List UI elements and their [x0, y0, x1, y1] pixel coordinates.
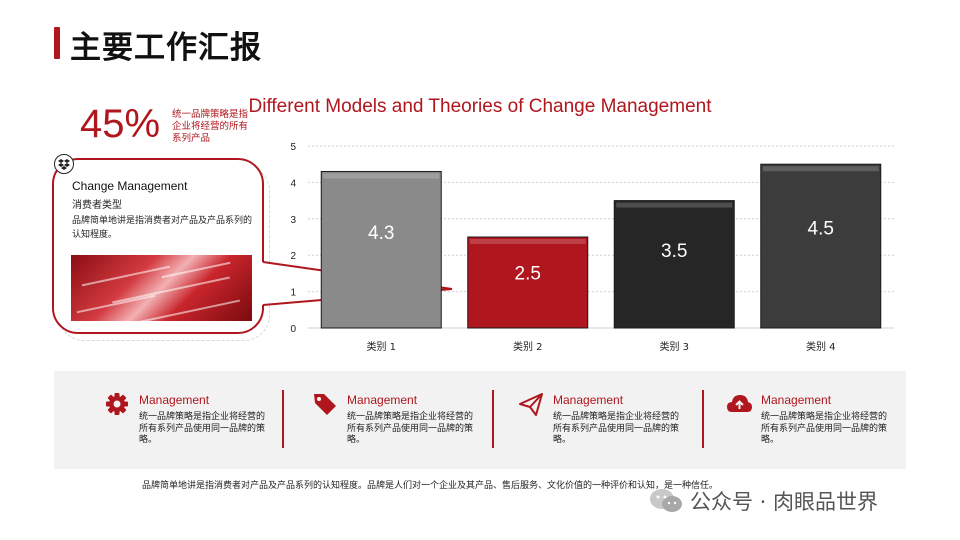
- callout-description: 品牌简单地讲是指消费者对产品及产品系列的认知程度。: [72, 216, 253, 240]
- bar: [320, 170, 442, 329]
- bar-highlight: [323, 173, 440, 179]
- y-tick-label: 0: [290, 324, 296, 335]
- cloud-upload-icon: [727, 395, 752, 412]
- chart-title: Different Models and Theories of Change …: [248, 96, 712, 117]
- bar: [613, 200, 735, 329]
- gear-icon: [106, 393, 128, 415]
- bar: [760, 163, 882, 329]
- data-label: 4.5: [808, 218, 834, 239]
- y-tick-label: 4: [290, 178, 296, 189]
- x-tick-label: 类别 3: [659, 340, 689, 353]
- feature-text: 统一品牌策略是指企业将经营的所有系列产品使用同一品牌的策略。: [347, 412, 474, 445]
- data-label: 4.3: [368, 223, 394, 244]
- tag-icon: [314, 394, 336, 415]
- feature-title: Management: [761, 393, 832, 407]
- bar-highlight: [762, 166, 879, 172]
- page-title: 主要工作汇报: [70, 30, 262, 66]
- y-tick-label: 5: [290, 142, 296, 153]
- feature-text: 统一品牌策略是指企业将经营的所有系列产品使用同一品牌的策略。: [139, 412, 266, 445]
- x-tick-label: 类别 2: [513, 340, 543, 353]
- watermark: 公众号 · 肉眼品世界: [648, 486, 878, 516]
- watermark-text: 公众号 · 肉眼品世界: [690, 490, 879, 514]
- feature-title: Management: [553, 393, 624, 407]
- bar-highlight: [469, 239, 586, 244]
- feature-text: 统一品牌策略是指企业将经营的所有系列产品使用同一品牌的策略。: [761, 412, 888, 445]
- paper-plane-icon: [519, 393, 543, 416]
- dropbox-icon: [54, 154, 74, 174]
- stat-value: 45%: [80, 102, 161, 146]
- feature-title: Management: [347, 393, 418, 407]
- feature-panel: Management 统一品牌策略是指企业将经营的所有系列产品使用同一品牌的策略…: [54, 371, 906, 469]
- feature-text: 统一品牌策略是指企业将经营的所有系列产品使用同一品牌的策略。: [553, 412, 680, 445]
- divider: [702, 390, 704, 448]
- feature-title: Management: [139, 393, 210, 407]
- footer-text: 品牌简单地讲是指消费者对产品及产品系列的认知程度。品牌是人们对一个企业及其产品、…: [142, 481, 719, 491]
- bar: [467, 236, 589, 329]
- data-label: 3.5: [661, 241, 687, 262]
- callout-title: Change Management: [72, 179, 188, 193]
- y-tick-label: 1: [290, 288, 296, 299]
- wechat-icon: [650, 489, 682, 512]
- callout-subtitle: 消费者类型: [72, 200, 122, 211]
- data-label: 2.5: [515, 264, 541, 285]
- title-accent-bar: [54, 27, 60, 59]
- x-tick-label: 类别 1: [366, 340, 396, 353]
- divider: [492, 390, 494, 448]
- y-tick-label: 2: [290, 251, 296, 262]
- divider: [282, 390, 284, 448]
- callout-image: [71, 255, 252, 321]
- bar-highlight: [616, 202, 733, 208]
- stat-description: 统一品牌策略是指企业将经营的所有系列产品: [172, 109, 249, 144]
- y-tick-label: 3: [290, 215, 296, 226]
- x-tick-label: 类别 4: [806, 340, 836, 353]
